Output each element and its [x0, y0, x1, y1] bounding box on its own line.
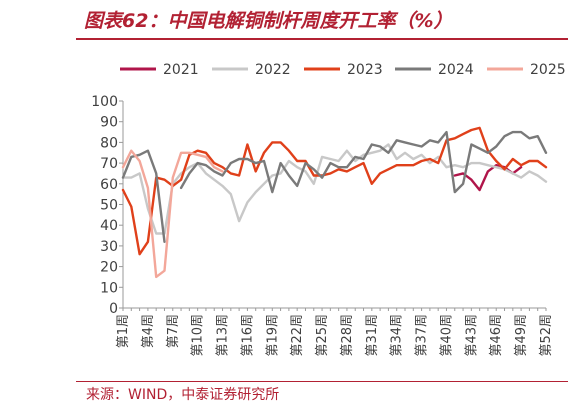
- legend-label-2024: 2024: [438, 62, 474, 78]
- series-line-2023: [121, 126, 548, 256]
- series-lines: [121, 126, 548, 279]
- x-tick-label: 第25周: [315, 314, 330, 357]
- y-tick-label: 60: [100, 177, 118, 193]
- x-axis: 第1周 第4周 第7周 第10周 第13周 第16周 第19周 第22周 第25周 第28周 第31…: [116, 307, 554, 357]
- y-tick-label: 70: [100, 156, 118, 172]
- y-tick-label: 90: [100, 115, 118, 131]
- x-tick-label: 第22周: [290, 314, 305, 357]
- x-tick-label: 第13周: [216, 314, 231, 357]
- y-axis: 0 10 20 30 40 50 60 70 80 90 100: [91, 94, 124, 317]
- x-tick-label: 第34周: [390, 314, 405, 357]
- series-line-2022: [121, 143, 548, 235]
- x-tick-label: 第31周: [365, 314, 380, 357]
- x-tick-label: 第16周: [240, 314, 255, 357]
- y-tick-label: 10: [100, 280, 118, 296]
- x-tick-label: 第43周: [464, 314, 479, 357]
- legend-label-2023: 2023: [347, 62, 383, 78]
- x-tick-label: 第1周: [116, 314, 131, 348]
- series-line-2024: [121, 130, 548, 243]
- y-tick-label: 40: [100, 218, 118, 234]
- legend-label-2021: 2021: [163, 62, 199, 78]
- title-divider: [76, 38, 568, 40]
- figure-title: 图表62：中国电解铜制杆周度开工率（%）: [84, 10, 453, 32]
- x-tick-label: 第7周: [166, 314, 181, 348]
- x-tick-label: 第10周: [191, 314, 206, 357]
- source-note: 来源：WIND，中泰证券研究所: [86, 387, 280, 403]
- y-tick-label: 20: [100, 260, 118, 276]
- x-tick-label: 第28周: [340, 314, 355, 357]
- y-tick-label: 80: [100, 135, 118, 151]
- legend-label-2025: 2025: [530, 62, 566, 78]
- x-tick-label: 第49周: [514, 314, 529, 357]
- y-tick-label: 0: [109, 301, 118, 317]
- x-tick-label: 第4周: [141, 314, 156, 348]
- series-line-2025: [121, 149, 224, 279]
- x-tick-label: 第46周: [489, 314, 504, 357]
- y-tick-label: 50: [100, 198, 118, 214]
- line-chart: 2021 2022 2023 2024 2025 0 10 20 30 40 50 60 70 80 90…: [91, 62, 566, 357]
- legend-label-2022: 2022: [255, 62, 291, 78]
- x-tick-label: 第40周: [439, 314, 454, 357]
- y-tick-label: 100: [91, 94, 118, 110]
- y-tick-label: 30: [100, 239, 118, 255]
- chart-legend: 2021 2022 2023 2024 2025: [120, 62, 566, 78]
- x-tick-label: 第52周: [539, 314, 554, 357]
- x-tick-label: 第19周: [265, 314, 280, 357]
- source-divider: [76, 381, 568, 382]
- x-tick-label: 第37周: [415, 314, 430, 357]
